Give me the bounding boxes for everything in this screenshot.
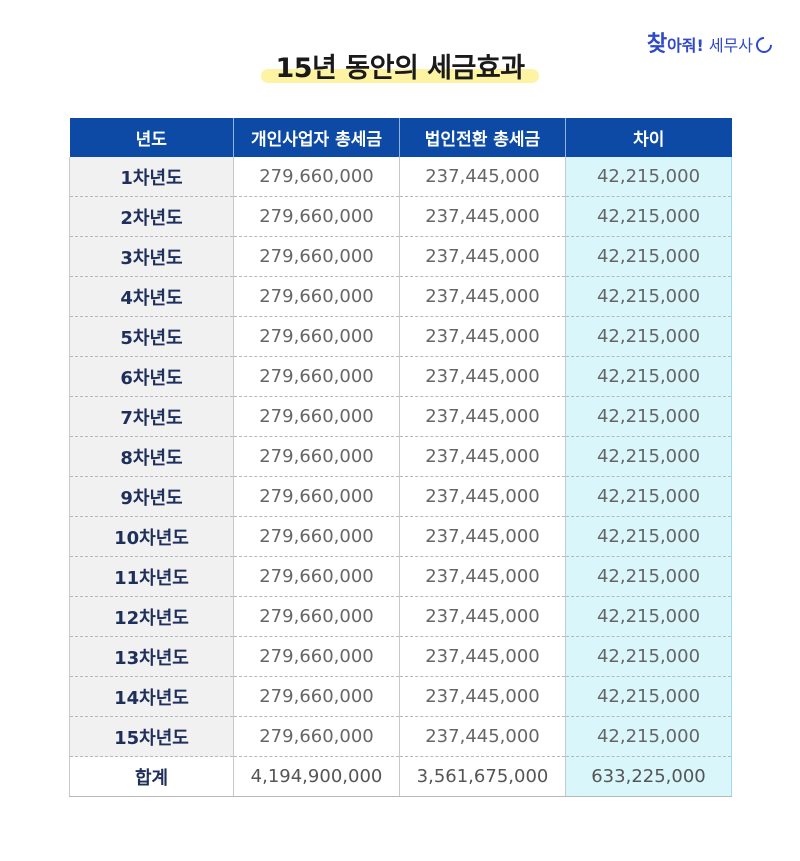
difference-cell: 42,215,000 — [565, 236, 732, 277]
difference-cell: 42,215,000 — [565, 676, 732, 717]
total-difference-cell: 633,225,000 — [565, 756, 732, 797]
table-row: 6차년도 279,660,000 237,445,000 42,215,000 — [69, 356, 732, 397]
year-cell: 1차년도 — [69, 157, 234, 197]
table-row: 13차년도 279,660,000 237,445,000 42,215,000 — [69, 636, 732, 677]
difference-cell: 42,215,000 — [565, 516, 732, 557]
corporate-cell: 237,445,000 — [399, 516, 566, 557]
individual-cell: 279,660,000 — [233, 356, 400, 397]
total-individual-cell: 4,194,900,000 — [233, 756, 400, 797]
table-row: 2차년도 279,660,000 237,445,000 42,215,000 — [69, 196, 732, 237]
individual-cell: 279,660,000 — [233, 236, 400, 277]
year-cell: 9차년도 — [69, 476, 234, 517]
year-cell: 15차년도 — [69, 716, 234, 757]
corporate-cell: 237,445,000 — [399, 636, 566, 677]
table-total-row: 합계 4,194,900,000 3,561,675,000 633,225,000 — [69, 756, 732, 797]
table-row: 15차년도 279,660,000 237,445,000 42,215,000 — [69, 716, 732, 757]
individual-cell: 279,660,000 — [233, 716, 400, 757]
header-difference: 차이 — [565, 118, 732, 157]
corporate-cell: 237,445,000 — [399, 596, 566, 637]
header-year: 년도 — [69, 118, 234, 157]
difference-cell: 42,215,000 — [565, 196, 732, 237]
difference-cell: 42,215,000 — [565, 157, 732, 197]
table-row: 8차년도 279,660,000 237,445,000 42,215,000 — [69, 436, 732, 477]
difference-cell: 42,215,000 — [565, 556, 732, 597]
header-individual: 개인사업자 총세금 — [233, 118, 400, 157]
corporate-cell: 237,445,000 — [399, 556, 566, 597]
individual-cell: 279,660,000 — [233, 476, 400, 517]
individual-cell: 279,660,000 — [233, 396, 400, 437]
header-corporate: 법인전환 총세금 — [399, 118, 566, 157]
table-row: 1차년도 279,660,000 237,445,000 42,215,000 — [69, 157, 732, 197]
year-cell: 8차년도 — [69, 436, 234, 477]
table-row: 10차년도 279,660,000 237,445,000 42,215,000 — [69, 516, 732, 557]
year-cell: 11차년도 — [69, 556, 234, 597]
brand-part3: 세무사 — [708, 36, 753, 55]
table-row: 12차년도 279,660,000 237,445,000 42,215,000 — [69, 596, 732, 637]
year-cell: 5차년도 — [69, 316, 234, 357]
difference-cell: 42,215,000 — [565, 356, 732, 397]
year-cell: 3차년도 — [69, 236, 234, 277]
corporate-cell: 237,445,000 — [399, 716, 566, 757]
difference-cell: 42,215,000 — [565, 716, 732, 757]
page-title-text: 15년 동안의 세금효과 — [275, 53, 525, 84]
individual-cell: 279,660,000 — [233, 596, 400, 637]
individual-cell: 279,660,000 — [233, 436, 400, 477]
brand-part1: 찾 — [646, 32, 668, 57]
year-cell: 14차년도 — [69, 676, 234, 717]
corporate-cell: 237,445,000 — [399, 236, 566, 277]
table-row: 11차년도 279,660,000 237,445,000 42,215,000 — [69, 556, 732, 597]
individual-cell: 279,660,000 — [233, 196, 400, 237]
year-cell: 2차년도 — [69, 196, 234, 237]
difference-cell: 42,215,000 — [565, 316, 732, 357]
corporate-cell: 237,445,000 — [399, 676, 566, 717]
year-cell: 12차년도 — [69, 596, 234, 637]
table-row: 14차년도 279,660,000 237,445,000 42,215,000 — [69, 676, 732, 717]
page-title: 15년 동안의 세금효과 — [261, 46, 539, 85]
individual-cell: 279,660,000 — [233, 636, 400, 677]
corporate-cell: 237,445,000 — [399, 196, 566, 237]
difference-cell: 42,215,000 — [565, 596, 732, 637]
tax-effect-table: 년도 개인사업자 총세금 법인전환 총세금 차이 1차년도 279,660,000… — [69, 118, 732, 797]
corporate-cell: 237,445,000 — [399, 396, 566, 437]
individual-cell: 279,660,000 — [233, 676, 400, 717]
difference-cell: 42,215,000 — [565, 436, 732, 477]
total-label-cell: 합계 — [69, 756, 234, 797]
corporate-cell: 237,445,000 — [399, 356, 566, 397]
corporate-cell: 237,445,000 — [399, 316, 566, 357]
year-cell: 13차년도 — [69, 636, 234, 677]
table-row: 5차년도 279,660,000 237,445,000 42,215,000 — [69, 316, 732, 357]
brand-logo: 찾 아줘! 세무사 — [646, 26, 776, 58]
individual-cell: 279,660,000 — [233, 556, 400, 597]
table-row: 4차년도 279,660,000 237,445,000 42,215,000 — [69, 276, 732, 317]
brand-part2: 아줘! — [667, 36, 704, 55]
corporate-cell: 237,445,000 — [399, 276, 566, 317]
table-header-row: 년도 개인사업자 총세금 법인전환 총세금 차이 — [69, 118, 732, 157]
table-row: 9차년도 279,660,000 237,445,000 42,215,000 — [69, 476, 732, 517]
individual-cell: 279,660,000 — [233, 516, 400, 557]
title-container: 15년 동안의 세금효과 — [0, 46, 800, 85]
individual-cell: 279,660,000 — [233, 316, 400, 357]
corporate-cell: 237,445,000 — [399, 157, 566, 197]
difference-cell: 42,215,000 — [565, 396, 732, 437]
difference-cell: 42,215,000 — [565, 636, 732, 677]
table-row: 3차년도 279,660,000 237,445,000 42,215,000 — [69, 236, 732, 277]
individual-cell: 279,660,000 — [233, 276, 400, 317]
year-cell: 4차년도 — [69, 276, 234, 317]
year-cell: 7차년도 — [69, 396, 234, 437]
table-row: 7차년도 279,660,000 237,445,000 42,215,000 — [69, 396, 732, 437]
difference-cell: 42,215,000 — [565, 276, 732, 317]
corporate-cell: 237,445,000 — [399, 436, 566, 477]
year-cell: 10차년도 — [69, 516, 234, 557]
difference-cell: 42,215,000 — [565, 476, 732, 517]
year-cell: 6차년도 — [69, 356, 234, 397]
total-corporate-cell: 3,561,675,000 — [399, 756, 566, 797]
corporate-cell: 237,445,000 — [399, 476, 566, 517]
individual-cell: 279,660,000 — [233, 157, 400, 197]
